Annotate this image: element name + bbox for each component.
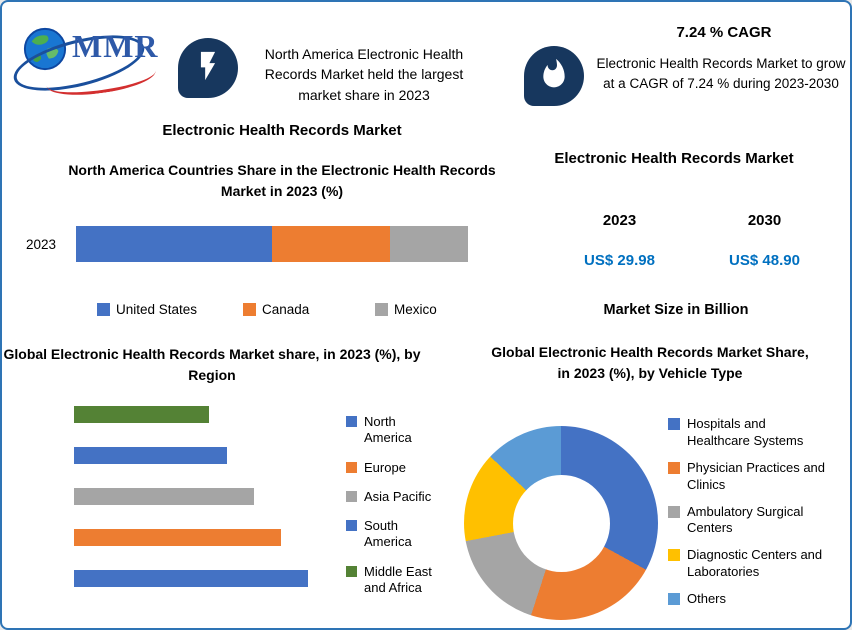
lightning-bolt-icon bbox=[191, 49, 225, 88]
legend-item-north-america: North America bbox=[346, 414, 446, 447]
region-bar-north-america bbox=[74, 570, 308, 587]
region-bar-south-america bbox=[74, 447, 227, 464]
legend-swatch-mexico bbox=[375, 303, 388, 316]
region-legend: North America Europe Asia Pacific South … bbox=[346, 414, 446, 596]
legend-item-diagnostic-centers: Diagnostic Centers and Laboratories bbox=[668, 547, 827, 581]
stacked-segment-united-states bbox=[76, 226, 272, 262]
region-bar-chart bbox=[74, 406, 308, 611]
flame-icon bbox=[538, 58, 570, 95]
cagr-title: 7.24 % CAGR bbox=[676, 24, 772, 41]
legend-label-asia-pacific: Asia Pacific bbox=[364, 488, 432, 504]
flame-badge bbox=[524, 46, 584, 106]
donut-chart-title: Global Electronic Health Records Market … bbox=[491, 344, 809, 381]
stacked-legend: United States Canada Mexico bbox=[97, 302, 485, 317]
region-bar-asia-pacific bbox=[74, 488, 254, 505]
legend-swatch-canada bbox=[243, 303, 256, 316]
legend-item-ambulatory-surgical: Ambulatory Surgical Centers bbox=[668, 504, 827, 538]
legend-item-hospitals: Hospitals and Healthcare Systems bbox=[668, 416, 827, 450]
region-bar-europe bbox=[74, 529, 281, 546]
lightning-badge bbox=[178, 38, 238, 98]
year-2023-label: 2023 bbox=[602, 212, 637, 229]
left-callout-text: North America Electronic Health Records … bbox=[264, 46, 464, 103]
stacked-segment-canada bbox=[272, 226, 390, 262]
legend-label-north-america: North America bbox=[364, 414, 412, 446]
right-callout-text: Electronic Health Records Market to grow… bbox=[596, 56, 846, 92]
legend-label-united-states: United States bbox=[116, 302, 198, 317]
legend-label-hospitals: Hospitals and Healthcare Systems bbox=[687, 416, 804, 448]
legend-item-south-america: South America bbox=[346, 518, 446, 551]
legend-item-asia-pacific: Asia Pacific bbox=[346, 489, 446, 505]
legend-label-others: Others bbox=[687, 591, 727, 607]
stacked-chart-title: North America Countries Share in the Ele… bbox=[68, 162, 496, 199]
legend-swatch-middle-east-and-africa bbox=[346, 565, 357, 577]
right-section-title: Electronic Health Records Market bbox=[554, 150, 794, 167]
market-value-2023: US$ 29.98 bbox=[584, 252, 655, 269]
legend-label-physician-practices: Physician Practices and Clinics bbox=[687, 459, 826, 492]
legend-swatch-north-america bbox=[346, 416, 357, 427]
legend-swatch-others bbox=[668, 593, 680, 606]
mmr-logo: MMR bbox=[8, 12, 186, 102]
stacked-bar bbox=[76, 226, 468, 262]
stacked-segment-mexico bbox=[389, 226, 468, 262]
market-value-2030: US$ 48.90 bbox=[729, 252, 800, 269]
legend-item-physician-practices: Physician Practices and Clinics bbox=[668, 460, 827, 494]
legend-item-canada: Canada bbox=[243, 302, 375, 317]
globe-icon bbox=[22, 26, 68, 77]
logo-text: MMR bbox=[72, 28, 159, 64]
legend-swatch-hospitals bbox=[668, 418, 680, 430]
year-2030-label: 2030 bbox=[747, 212, 782, 229]
legend-item-others: Others bbox=[668, 591, 827, 608]
region-bar-middle-east-and-africa bbox=[74, 406, 209, 423]
legend-swatch-diagnostic-centers bbox=[668, 549, 680, 562]
stacked-bar-chart: 2023 bbox=[26, 226, 468, 262]
legend-label-ambulatory-surgical: Ambulatory Surgical Centers bbox=[687, 503, 804, 536]
legend-swatch-south-america bbox=[346, 520, 357, 531]
market-size-caption: Market Size in Billion bbox=[603, 302, 749, 318]
legend-label-europe: Europe bbox=[364, 459, 406, 475]
years-row: 2023 2030 bbox=[547, 212, 837, 229]
legend-label-middle-east-and-africa: Middle East and Africa bbox=[364, 563, 432, 595]
values-row: US$ 29.98 US$ 48.90 bbox=[547, 252, 837, 269]
legend-swatch-united-states bbox=[97, 303, 110, 316]
legend-swatch-physician-practices bbox=[668, 461, 680, 474]
donut-chart bbox=[464, 426, 658, 620]
legend-item-middle-east-and-africa: Middle East and Africa bbox=[346, 564, 446, 597]
donut-legend: Hospitals and Healthcare Systems Physici… bbox=[668, 416, 827, 608]
legend-label-canada: Canada bbox=[262, 302, 310, 317]
left-section-title: Electronic Health Records Market bbox=[162, 122, 402, 139]
legend-label-mexico: Mexico bbox=[394, 302, 437, 317]
legend-swatch-europe bbox=[346, 461, 357, 473]
legend-item-united-states: United States bbox=[97, 302, 243, 317]
legend-swatch-asia-pacific bbox=[346, 490, 357, 502]
region-chart-title: Global Electronic Health Records Market … bbox=[3, 346, 421, 383]
legend-label-south-america: South America bbox=[364, 518, 412, 550]
legend-label-diagnostic-centers: Diagnostic Centers and Laboratories bbox=[687, 547, 823, 580]
legend-swatch-ambulatory-surgical bbox=[668, 505, 680, 518]
stacked-bar-year-label: 2023 bbox=[26, 236, 57, 252]
legend-item-europe: Europe bbox=[346, 460, 446, 476]
legend-item-mexico: Mexico bbox=[375, 302, 485, 317]
